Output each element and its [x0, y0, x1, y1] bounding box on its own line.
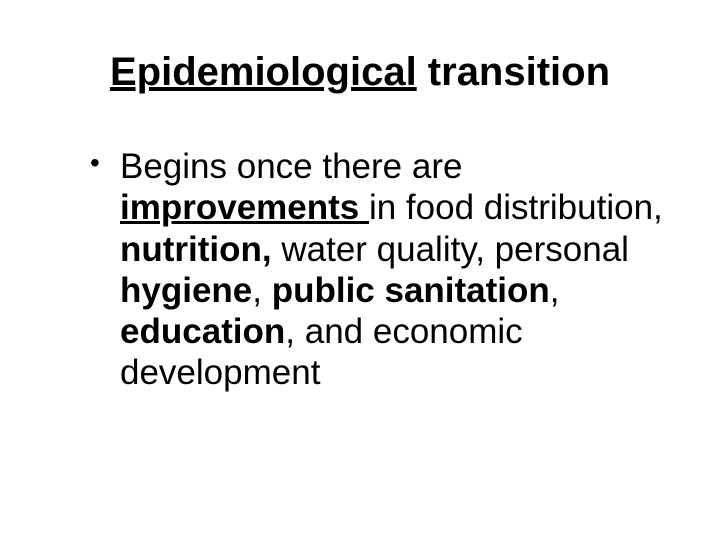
text-bold: nutrition, — [120, 230, 272, 269]
slide-title: Epidemiological transition — [50, 50, 670, 94]
text-plain: Begins once there are — [120, 147, 462, 186]
text-plain: , — [550, 271, 560, 310]
text-plain: in food distribution, — [369, 188, 663, 227]
text-underlined-bold: improvements — [120, 188, 369, 227]
list-item: Begins once there are improvements in fo… — [90, 146, 670, 394]
text-bold: public sanitation — [272, 271, 550, 310]
bullet-list: Begins once there are improvements in fo… — [50, 146, 670, 394]
text-bold: hygiene — [120, 271, 252, 310]
text-plain: , — [252, 271, 271, 310]
title-underlined: Epidemiological — [110, 50, 417, 94]
title-rest: transition — [417, 50, 610, 94]
slide: Epidemiological transition Begins once t… — [0, 0, 720, 540]
text-plain: water quality, personal — [272, 230, 629, 269]
text-bold: education — [120, 312, 285, 351]
